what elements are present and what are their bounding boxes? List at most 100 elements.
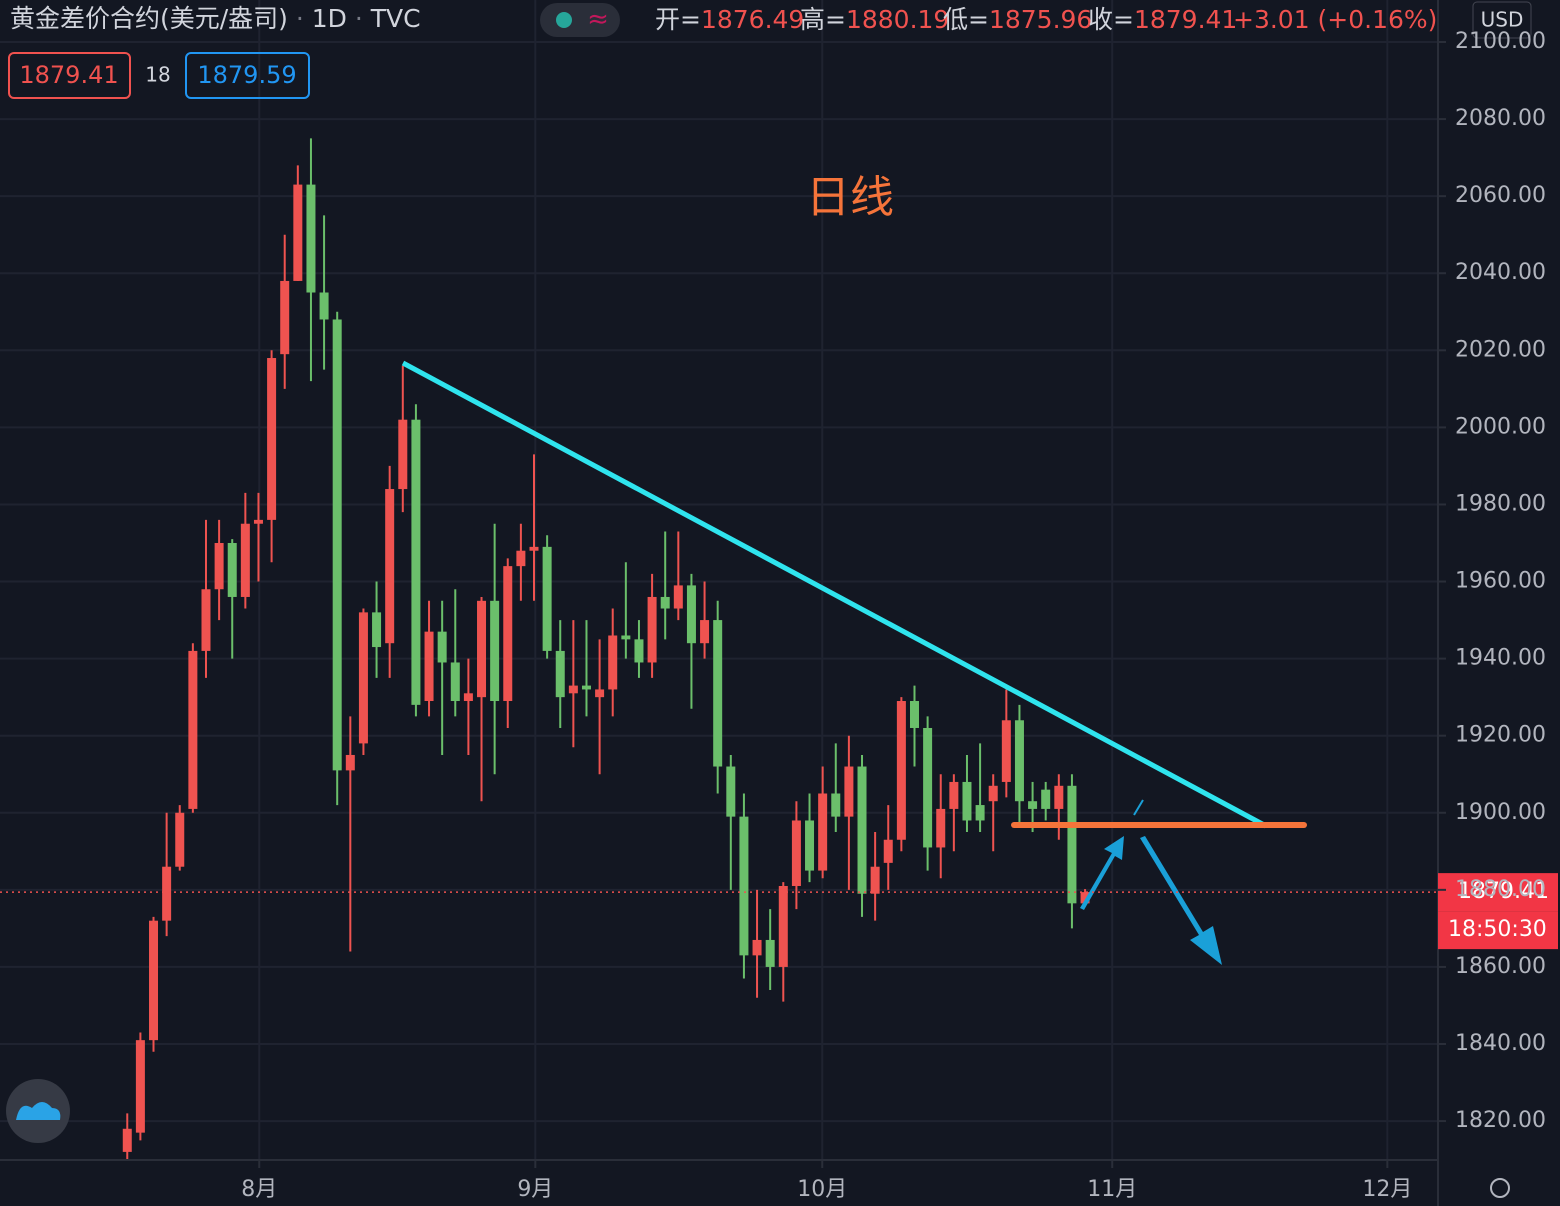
candle-body [437,631,447,663]
candle-body [385,489,395,644]
candle-body [883,839,893,863]
candle-body [870,866,880,894]
spread: 18 [145,63,170,87]
ohlc-high: 高=1880.19 [800,5,949,34]
candle-body [581,685,591,690]
y-tick-label: 1900.00 [1455,800,1546,825]
candle-body [1041,789,1051,809]
y-tick-label: 2000.00 [1455,414,1546,439]
candle-body [1054,785,1064,809]
candle-body [726,766,736,817]
candle-body [424,631,434,702]
candle-body [949,781,959,809]
candle-body [463,693,473,702]
ohlc-open: 开=1876.49 [655,5,804,34]
candle-body [936,808,946,848]
candle-body [411,419,421,705]
candle-body [857,766,867,894]
candle-body [280,280,290,355]
y-tick-label: 1880.00 [1455,877,1546,902]
change: +3.01 (+0.16%) [1233,5,1437,34]
y-tick-label: 2020.00 [1455,337,1546,362]
last-price-label: 1879.41 [1458,879,1549,904]
annotation: 日线 [806,172,894,223]
mark [1133,799,1144,816]
candle-body [1080,892,1090,904]
candle-body [660,596,670,609]
y-tick-label: 1980.00 [1455,491,1546,516]
candle-body [686,585,696,644]
candle-body [988,785,998,802]
candle-body [831,793,841,817]
candle-body [634,639,644,663]
candle-body [621,635,631,640]
status-icon: ≈ [587,5,609,35]
ask-box[interactable] [185,52,310,99]
y-tick-label: 1860.00 [1455,954,1546,979]
x-tick-label: 12月 [1362,1177,1412,1202]
y-tick-label: 2100.00 [1455,29,1546,54]
candle-body [332,319,342,771]
status-pill[interactable] [540,3,620,37]
status-dot [556,12,572,28]
countdown: 18:50:30 [1448,917,1547,942]
candle-body [240,523,250,597]
candle-body [791,820,801,886]
candle-body [135,1040,145,1133]
symbol-title: 黄金差价合约(美元/盎司) · 1D · TVC [10,4,421,33]
candle-body [503,566,513,702]
candle-body [896,701,906,840]
candle-body [529,546,539,551]
y-tick-label: 2040.00 [1455,260,1546,285]
ask: 1879.59 [197,61,296,89]
bid-box[interactable] [8,52,131,99]
x-tick-label: 10月 [797,1177,847,1202]
candle-body [267,358,277,520]
candle-body [844,766,854,817]
candle-body [608,635,618,690]
candle-body [647,596,657,663]
y-tick-label: 1820.00 [1455,1108,1546,1133]
candle-body [345,754,355,771]
y-tick-label: 2080.00 [1455,106,1546,131]
y-tick-label: 1920.00 [1455,723,1546,748]
candle-body [214,543,224,590]
candle-body [372,612,382,648]
last-price-tag [1438,873,1558,912]
candle-body [542,546,552,651]
candle-body [923,727,933,848]
candle-body [306,184,316,293]
candle-body [818,793,828,871]
candle-body [909,701,919,728]
x-tick-label: 11月 [1087,1177,1137,1202]
candle-body [175,812,185,867]
settings-icon[interactable] [1490,1178,1510,1198]
candle-body [752,939,762,956]
candle-body [555,650,565,698]
candle-body [765,939,775,967]
candle-body [122,1128,132,1152]
candle-body [253,519,263,524]
y-tick-label: 1840.00 [1455,1031,1546,1056]
y-tick-label: 1960.00 [1455,569,1546,594]
bid: 1879.41 [19,61,118,89]
candle-body [975,805,985,821]
candle-body [673,585,683,609]
candle-body [516,550,526,567]
y-tick-label: 2060.00 [1455,183,1546,208]
candle-body [358,612,368,744]
candle-body [188,650,198,809]
trend-line [401,360,1268,829]
candle-body [319,292,329,320]
currency: USD [1481,8,1524,32]
candle-body [568,685,578,694]
currency-box[interactable] [1472,1,1532,39]
candle-body [149,920,159,1041]
candle-body [398,419,408,490]
logo-cloud [16,1102,61,1120]
arrow-down [1140,836,1222,965]
countdown-tag [1438,911,1558,950]
y-tick-label: 1940.00 [1455,646,1546,671]
